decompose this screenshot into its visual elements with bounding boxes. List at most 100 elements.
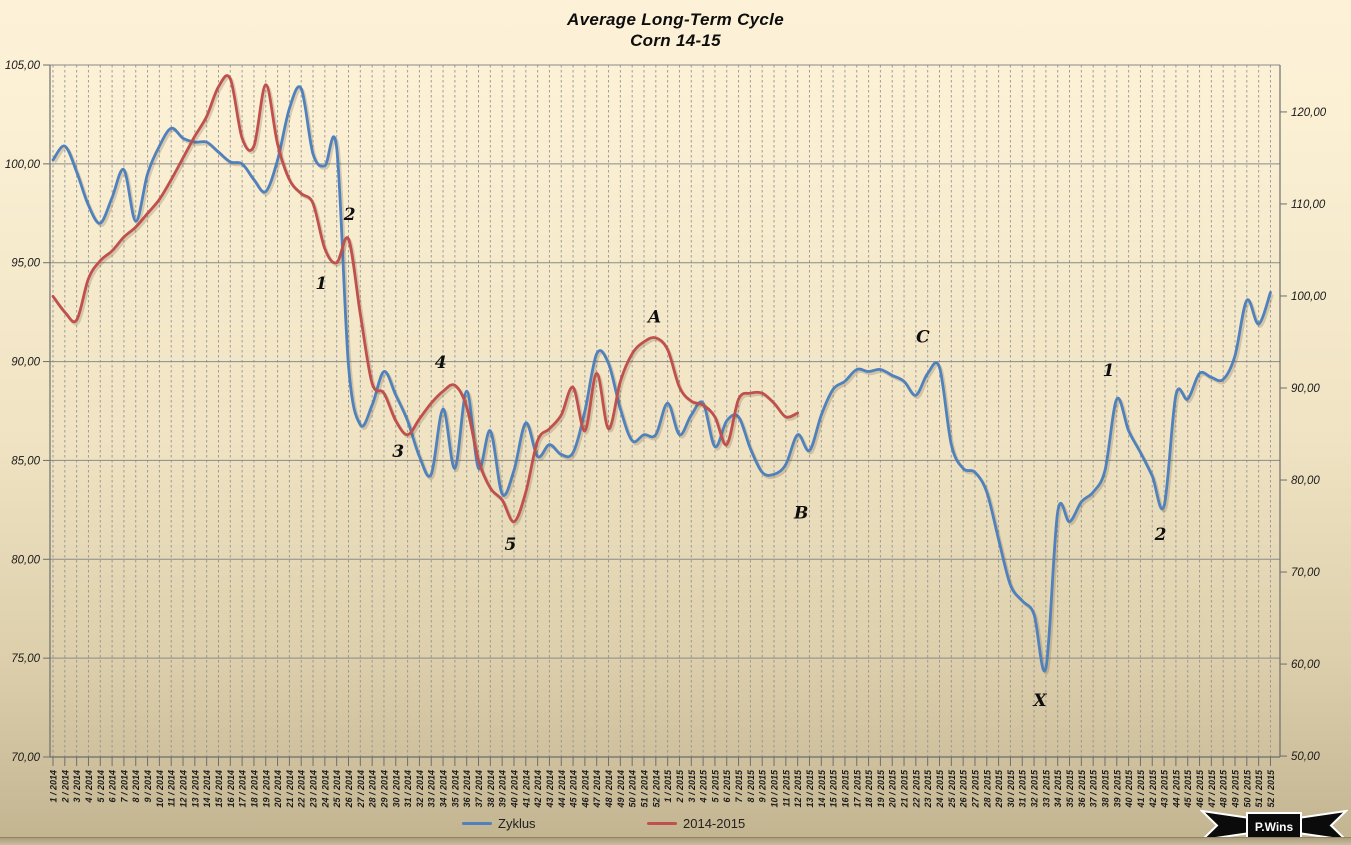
x-axis-tick-label: 42 / 2015 — [1148, 769, 1158, 809]
x-axis-tick-label: 11 / 2015 — [781, 769, 791, 807]
x-axis-tick-label: 37 / 2015 — [1089, 769, 1099, 808]
x-axis-tick-label: 31 / 2014 — [403, 770, 413, 808]
x-axis-tick-label: 30 / 2014 — [391, 770, 401, 808]
x-axis-tick-label: 15 / 2015 — [829, 769, 839, 808]
x-axis-tick-label: 20 / 2015 — [888, 769, 898, 809]
x-axis-tick-label: 3 / 2014 — [72, 770, 82, 803]
x-axis-tick-label: 7 / 2015 — [734, 769, 744, 803]
wave-annotation-X: X — [1032, 691, 1047, 711]
x-axis-tick-label: 22 / 2015 — [911, 769, 921, 809]
x-axis-tick-label: 35 / 2014 — [450, 770, 460, 808]
y-axis-left-tick-label: 95,00 — [11, 258, 40, 270]
x-axis-tick-label: 2 / 2014 — [60, 770, 70, 804]
x-axis-tick-label: 33 / 2015 — [1041, 769, 1051, 808]
x-axis-tick-label: 25 / 2015 — [947, 769, 957, 809]
window-bottom-edge — [0, 837, 1351, 845]
x-axis-tick-label: 24 / 2015 — [935, 769, 945, 809]
x-axis-tick-label: 9 / 2015 — [758, 769, 768, 803]
legend-label-zyklus: Zyklus — [498, 815, 536, 831]
x-axis-tick-label: 39 / 2014 — [498, 770, 508, 808]
pwins-logo: P.Wins — [1200, 809, 1348, 842]
x-axis-tick-label: 2 / 2015 — [675, 769, 685, 804]
wave-annotation-3: 3 — [392, 442, 404, 462]
x-axis-tick-label: 27 / 2015 — [970, 769, 980, 809]
y-axis-right-tick-label: 110,00 — [1291, 199, 1326, 211]
x-axis-tick-label: 41 / 2015 — [1136, 769, 1146, 809]
x-axis-tick-label: 48 / 2015 — [1219, 769, 1229, 809]
x-axis-tick-label: 21 / 2015 — [900, 769, 910, 809]
pwins-ribbon-band — [1246, 812, 1302, 840]
legend-item-zyklus[interactable]: Zyklus — [462, 812, 536, 834]
x-axis-tick-label: 45 / 2014 — [569, 770, 579, 809]
series-line-Zyklus[interactable] — [51, 85, 1272, 673]
pwins-ribbon-left-tail — [1200, 809, 1251, 842]
x-axis-tick-label: 47 / 2014 — [592, 770, 602, 809]
y-axis-left-tick-label: 80,00 — [11, 554, 40, 566]
x-axis-tick-label: 42 / 2014 — [533, 770, 543, 809]
x-axis-tick-label: 32 / 2014 — [415, 770, 425, 808]
x-axis-tick-label: 24 / 2014 — [320, 770, 330, 809]
pwins-ribbon-right-tail — [1297, 809, 1348, 842]
x-axis-tick-label: 29 / 2015 — [994, 769, 1004, 809]
series-2014-2015-line-swatch — [647, 821, 677, 825]
x-axis-tick-label: 46 / 2015 — [1195, 769, 1205, 809]
x-axis-tick-label: 31 / 2015 — [1018, 769, 1028, 808]
x-axis-tick-label: 26 / 2014 — [344, 770, 354, 809]
x-axis-tick-label: 14 / 2015 — [817, 769, 827, 808]
y-axis-left-tick-label: 70,00 — [11, 752, 40, 764]
legend-item-2014-2015[interactable]: 2014-2015 — [647, 812, 745, 834]
x-axis-tick-label: 5 / 2014 — [96, 770, 106, 803]
x-axis-tick-label: 28 / 2014 — [368, 770, 378, 809]
x-axis-tick-label: 7 / 2014 — [119, 770, 129, 803]
x-axis-tick-label: 38 / 2015 — [1100, 769, 1110, 808]
x-axis-tick-label: 51 / 2015 — [1254, 769, 1264, 808]
x-axis-tick-label: 38 / 2014 — [486, 770, 496, 808]
x-axis-tick-label: 30 / 2015 — [1006, 769, 1016, 808]
x-axis-tick-label: 23 / 2014 — [309, 770, 319, 809]
pwins-logo-text: P.Wins — [1255, 820, 1294, 834]
x-axis-tick-label: 4 / 2014 — [84, 770, 94, 804]
x-axis-tick-label: 48 / 2014 — [604, 770, 614, 809]
x-axis-tick-label: 14 / 2014 — [202, 770, 212, 808]
x-axis-tick-label: 26 / 2015 — [959, 769, 969, 809]
x-axis-tick-label: 36 / 2014 — [462, 770, 472, 808]
series-line-2014-2015[interactable] — [51, 74, 800, 524]
y-axis-right-tick-label: 50,00 — [1291, 751, 1320, 763]
x-axis-tick-label: 1 / 2015 — [663, 769, 673, 803]
x-axis-tick-label: 29 / 2014 — [379, 770, 389, 809]
x-axis-tick-label: 40 / 2014 — [509, 770, 519, 809]
x-axis-tick-label: 34 / 2015 — [1053, 769, 1063, 808]
x-axis-tick-label: 17 / 2015 — [852, 769, 862, 808]
y-axis-left-tick-label: 85,00 — [11, 455, 40, 467]
x-axis-tick-label: 17 / 2014 — [238, 770, 248, 808]
chart-title-line2: Corn 14-15 — [630, 31, 721, 50]
x-axis-tick-label: 28 / 2015 — [982, 769, 992, 809]
x-axis-tick-label: 49 / 2015 — [1231, 769, 1241, 809]
x-axis-tick-label: 15 / 2014 — [214, 770, 224, 808]
x-axis-tick-label: 35 / 2015 — [1065, 769, 1075, 808]
x-axis-tick-label: 45 / 2015 — [1183, 769, 1193, 809]
zyklus-line-swatch — [462, 821, 492, 825]
x-axis-tick-label: 21 / 2014 — [285, 770, 295, 809]
x-axis-tick-label: 12 / 2015 — [793, 769, 803, 808]
x-axis-tick-label: 34 / 2014 — [439, 770, 449, 808]
series-line-shadow-2014-2015 — [53, 76, 801, 526]
x-axis-tick-label: 19 / 2015 — [876, 769, 886, 808]
x-axis-tick-label: 13 / 2014 — [190, 770, 200, 808]
y-axis-right-tick-label: 80,00 — [1291, 475, 1320, 487]
series-line-shadow-Zyklus — [53, 87, 1274, 675]
x-axis-tick-label: 27 / 2014 — [356, 770, 366, 809]
y-axis-right-tick-label: 60,00 — [1291, 659, 1320, 671]
x-axis-tick-label: 3 / 2015 — [687, 769, 697, 803]
wave-annotation-C: C — [916, 327, 930, 347]
x-axis-tick-label: 18 / 2015 — [864, 769, 874, 808]
wave-annotation-1: 1 — [315, 274, 327, 294]
x-axis-tick-label: 9 / 2014 — [143, 770, 153, 803]
x-axis-tick-label: 37 / 2014 — [474, 770, 484, 808]
x-axis-tick-label: 16 / 2015 — [840, 769, 850, 808]
x-axis-tick-label: 20 / 2014 — [273, 770, 283, 809]
x-axis-tick-label: 12 / 2014 — [179, 770, 189, 808]
x-axis-tick-label: 43 / 2014 — [545, 770, 555, 809]
y-axis-right-tick-label: 70,00 — [1291, 567, 1320, 579]
